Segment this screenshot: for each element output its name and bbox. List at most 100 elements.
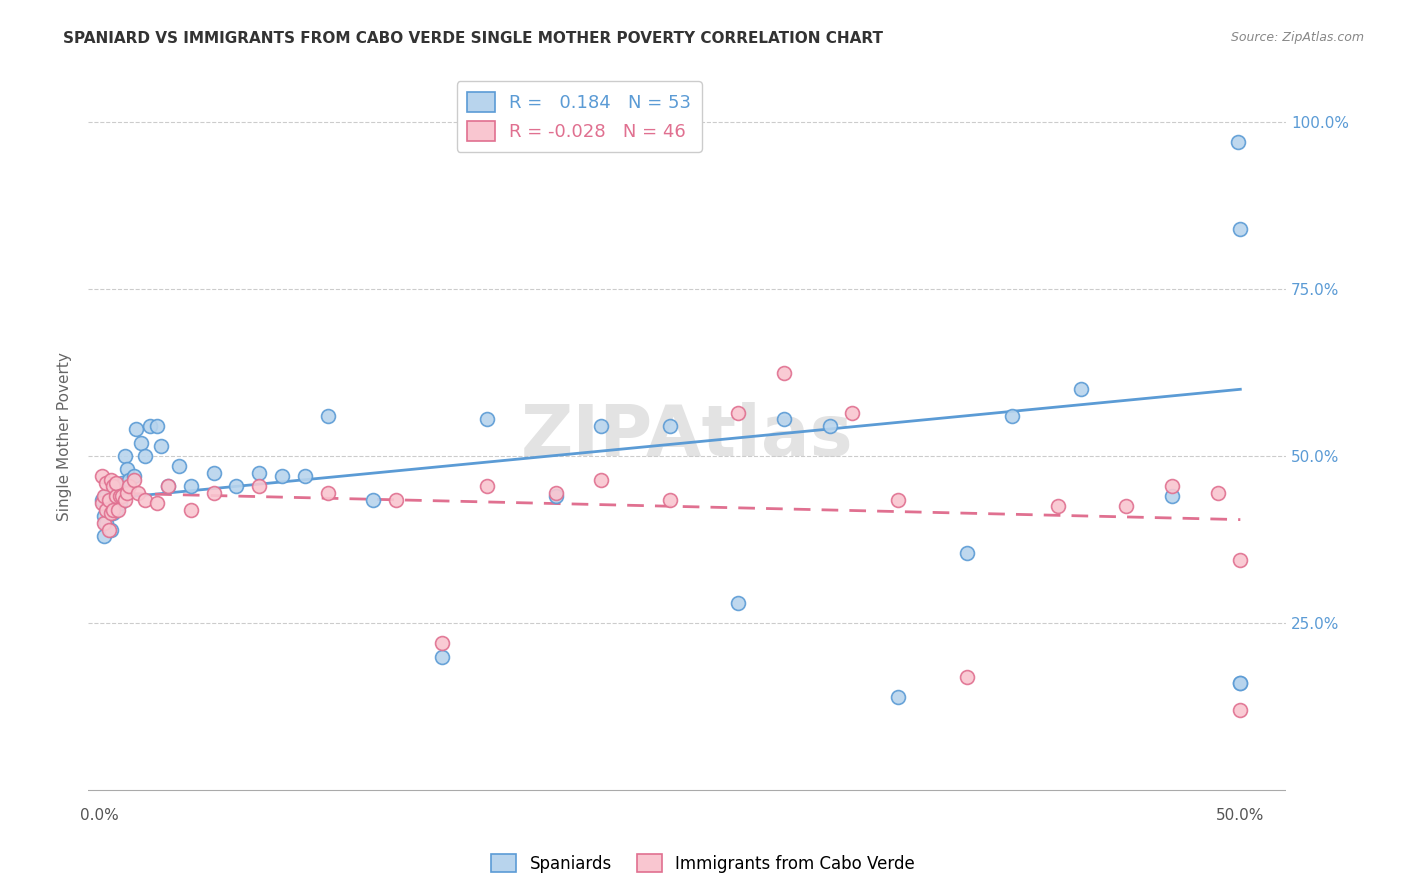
Point [100, 523, 122, 537]
Point [145, 419, 167, 434]
Point [103, 479, 125, 493]
Point [111, 475, 134, 490]
Point [103, 506, 125, 520]
Text: ZIPAtlas: ZIPAtlas [520, 401, 853, 471]
Point [955, 670, 977, 684]
Point [107, 502, 129, 516]
Point [111, 489, 134, 503]
Point [104, 489, 127, 503]
Point [134, 492, 156, 507]
Point [247, 479, 270, 493]
Point [145, 496, 167, 510]
Point [103, 502, 125, 516]
Point [658, 492, 681, 507]
Y-axis label: Single Mother Poverty: Single Mother Poverty [58, 351, 72, 521]
Point [544, 489, 567, 503]
Point [156, 479, 179, 493]
Point [96, 489, 118, 503]
Point [97, 492, 120, 507]
Point [93, 509, 115, 524]
Point [90, 496, 112, 510]
Point [169, 459, 191, 474]
Text: Source: ZipAtlas.com: Source: ZipAtlas.com [1230, 31, 1364, 45]
Point [107, 479, 129, 493]
Point [773, 412, 796, 426]
Point [122, 469, 145, 483]
Point [727, 406, 749, 420]
Point [1229, 552, 1251, 566]
Point [591, 419, 613, 434]
Text: SPANIARD VS IMMIGRANTS FROM CABO VERDE SINGLE MOTHER POVERTY CORRELATION CHART: SPANIARD VS IMMIGRANTS FROM CABO VERDE S… [63, 31, 883, 46]
Point [150, 439, 173, 453]
Point [1229, 222, 1251, 236]
Point [1046, 500, 1069, 514]
Point [658, 419, 681, 434]
Point [180, 502, 202, 516]
Point [363, 492, 385, 507]
Point [115, 486, 138, 500]
Point [1001, 409, 1024, 423]
Point [1160, 489, 1182, 503]
Point [96, 475, 118, 490]
Point [202, 486, 225, 500]
Point [90, 492, 112, 507]
Point [591, 473, 613, 487]
Point [139, 419, 162, 434]
Point [100, 496, 122, 510]
Point [247, 466, 270, 480]
Point [129, 435, 152, 450]
Point [118, 479, 141, 493]
Point [111, 489, 134, 503]
Point [1206, 486, 1229, 500]
Point [1160, 479, 1182, 493]
Point [271, 469, 294, 483]
Point [93, 489, 115, 503]
Point [316, 409, 339, 423]
Point [1229, 676, 1251, 690]
Point [114, 449, 136, 463]
Point [477, 479, 499, 493]
Point [202, 466, 225, 480]
Point [316, 486, 339, 500]
Point [96, 516, 118, 530]
Point [134, 449, 156, 463]
Point [727, 596, 749, 610]
Point [114, 492, 136, 507]
Point [115, 462, 138, 476]
Point [104, 502, 127, 516]
Legend: R =   0.184   N = 53, R = -0.028   N = 46: R = 0.184 N = 53, R = -0.028 N = 46 [457, 81, 702, 152]
Point [93, 516, 115, 530]
Legend: Spaniards, Immigrants from Cabo Verde: Spaniards, Immigrants from Cabo Verde [485, 847, 921, 880]
Point [1229, 703, 1251, 717]
Point [118, 473, 141, 487]
Point [294, 469, 316, 483]
Point [1229, 676, 1251, 690]
Point [90, 469, 112, 483]
Point [225, 479, 247, 493]
Point [127, 486, 149, 500]
Point [104, 489, 127, 503]
Point [544, 486, 567, 500]
Point [100, 473, 122, 487]
Point [180, 479, 202, 493]
Point [887, 492, 910, 507]
Point [477, 412, 499, 426]
Point [1227, 135, 1250, 149]
Point [96, 502, 118, 516]
Point [97, 523, 120, 537]
Point [841, 406, 863, 420]
Point [103, 483, 125, 497]
Point [122, 473, 145, 487]
Point [955, 546, 977, 560]
Point [125, 422, 148, 436]
Point [1115, 500, 1137, 514]
Point [93, 529, 115, 543]
Point [1070, 382, 1092, 396]
Point [108, 496, 131, 510]
Point [430, 649, 453, 664]
Point [156, 479, 179, 493]
Point [430, 636, 453, 650]
Point [108, 489, 131, 503]
Point [773, 366, 796, 380]
Point [818, 419, 841, 434]
